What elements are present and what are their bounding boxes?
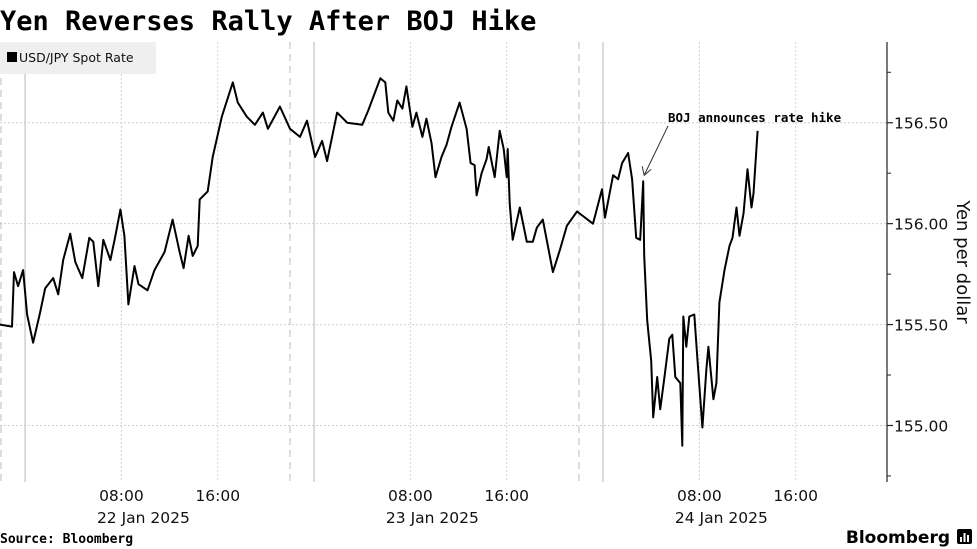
y-tick-label: 156.00 bbox=[894, 216, 948, 234]
legend-swatch bbox=[7, 52, 17, 62]
legend-label: USD/JPY Spot Rate bbox=[19, 50, 134, 65]
x-tick-label: 08:00 bbox=[677, 487, 722, 505]
series-line bbox=[0, 77, 759, 447]
legend-background bbox=[0, 42, 156, 74]
chart-title: Yen Reverses Rally After BOJ Hike bbox=[0, 6, 536, 37]
legend: USD/JPY Spot Rate bbox=[0, 42, 156, 74]
x-tick-label: 16:00 bbox=[195, 487, 240, 505]
x-tick-label: 16:00 bbox=[484, 487, 529, 505]
x-axis: 08:00 16:00 08:00 16:00 08:00 16:00 22 Jan 202… bbox=[97, 487, 818, 527]
x-date-label: 23 Jan 2025 bbox=[386, 509, 479, 527]
annotation-arrowhead bbox=[641, 166, 652, 177]
y-tick-label: 155.50 bbox=[894, 317, 948, 335]
x-tick-label: 08:00 bbox=[388, 487, 433, 505]
annotation-arrow bbox=[643, 125, 669, 176]
x-tick-label: 16:00 bbox=[773, 487, 818, 505]
annotation: BOJ announces rate hike bbox=[641, 110, 842, 177]
y-axis-label: Yen per dollar bbox=[952, 199, 973, 324]
y-tick-label: 156.50 bbox=[894, 115, 948, 133]
bloomberg-logo: Bloomberg bbox=[846, 528, 950, 548]
annotation-text: BOJ announces rate hike bbox=[668, 110, 842, 125]
bloomberg-icon bbox=[957, 529, 972, 544]
x-tick-label: 08:00 bbox=[99, 487, 144, 505]
series-usd-jpy bbox=[0, 77, 759, 447]
y-tick-label: 155.00 bbox=[894, 417, 948, 435]
x-date-label: 22 Jan 2025 bbox=[97, 509, 190, 527]
gridlines bbox=[0, 42, 887, 482]
y-axis: 156.50 156.00 155.50 155.00 bbox=[886, 42, 948, 482]
x-date-label: 24 Jan 2025 bbox=[675, 509, 768, 527]
source-note: Source: Bloomberg bbox=[0, 532, 133, 547]
